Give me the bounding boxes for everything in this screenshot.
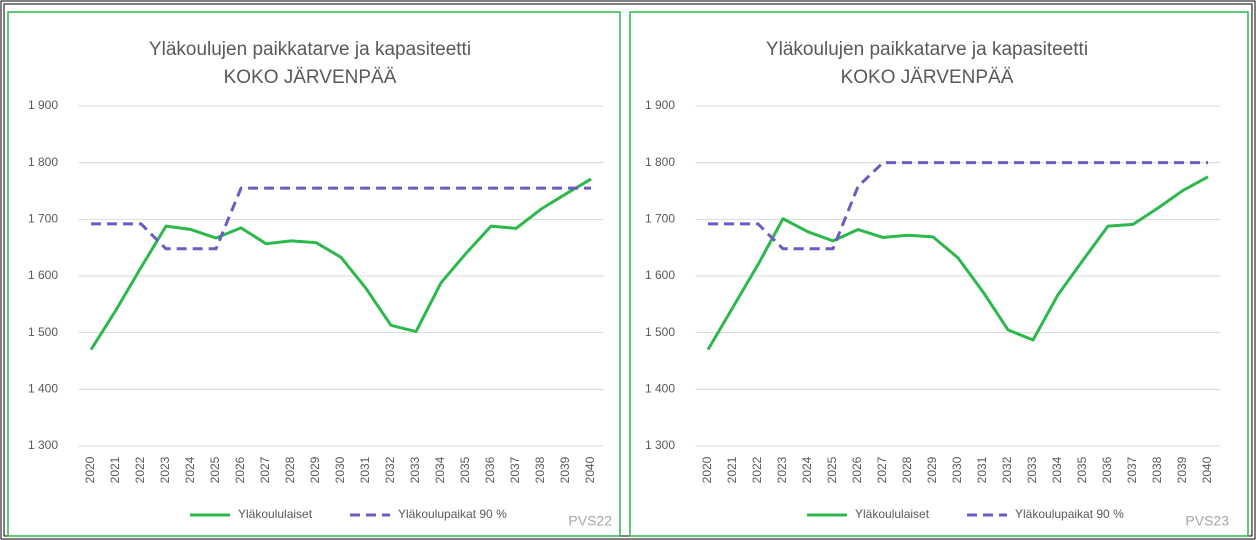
x-tick-label: 2032 [383, 456, 397, 483]
x-tick-label: 2023 [775, 456, 789, 483]
x-tick-label: 2037 [1125, 456, 1139, 483]
x-tick-label: 2024 [183, 456, 197, 483]
y-tick-label: 1 300 [28, 438, 58, 452]
x-tick-label: 2021 [725, 456, 739, 483]
x-tick-label: 2032 [1000, 456, 1014, 483]
outer-border-inner [3, 3, 1253, 537]
x-tick-label: 2038 [1150, 456, 1164, 483]
chart-title: Yläkoulujen paikkatarve ja kapasiteetti [766, 39, 1088, 60]
legend-label: Yläkoululaiset [855, 507, 930, 521]
data-line [91, 186, 591, 251]
x-tick-label: 2024 [800, 456, 814, 483]
x-tick-label: 2020 [83, 456, 97, 483]
chart-panel [629, 11, 1249, 537]
x-tick-label: 2033 [408, 456, 422, 483]
x-tick-label: 2040 [1200, 456, 1214, 483]
y-tick-label: 1 500 [28, 325, 58, 339]
x-tick-label: 2038 [533, 456, 547, 483]
x-tick-label: 2026 [850, 456, 864, 483]
y-tick-label: 1 700 [28, 212, 58, 226]
chart-subtitle: KOKO JÄRVENPÄÄ [841, 67, 1014, 88]
y-tick-label: 1 300 [645, 438, 675, 452]
y-tick-label: 1 900 [28, 98, 58, 112]
chart-subtitle: KOKO JÄRVENPÄÄ [224, 67, 397, 88]
x-tick-label: 2034 [433, 456, 447, 483]
x-tick-label: 2033 [1025, 456, 1039, 483]
x-tick-label: 2028 [283, 456, 297, 483]
chart-panel [7, 11, 621, 537]
x-tick-label: 2029 [925, 456, 939, 483]
y-tick-label: 1 800 [28, 155, 58, 169]
legend-label: Yläkoulupaikat 90 % [398, 507, 507, 521]
y-tick-label: 1 900 [645, 98, 675, 112]
x-tick-label: 2035 [458, 456, 472, 483]
y-tick-label: 1 600 [645, 268, 675, 282]
annotation: PVS22 [568, 513, 612, 529]
x-tick-label: 2027 [875, 456, 889, 483]
x-tick-label: 2022 [133, 456, 147, 483]
data-line [89, 177, 592, 351]
x-tick-label: 2031 [358, 456, 372, 483]
y-tick-label: 1 500 [645, 325, 675, 339]
x-tick-label: 2030 [333, 456, 347, 483]
y-tick-label: 1 700 [645, 212, 675, 226]
annotation: PVS23 [1185, 513, 1229, 529]
x-tick-label: 2025 [825, 456, 839, 483]
legend-label: Yläkoululaiset [238, 507, 313, 521]
x-tick-label: 2021 [108, 456, 122, 483]
x-tick-label: 2036 [483, 456, 497, 483]
x-tick-label: 2036 [1100, 456, 1114, 483]
x-tick-label: 2031 [975, 456, 989, 483]
x-tick-label: 2026 [233, 456, 247, 483]
y-tick-label: 1 800 [645, 155, 675, 169]
data-line [708, 161, 1208, 251]
x-tick-label: 2037 [508, 456, 522, 483]
y-tick-label: 1 400 [645, 382, 675, 396]
legend-label: Yläkoulupaikat 90 % [1015, 507, 1124, 521]
chart-title: Yläkoulujen paikkatarve ja kapasiteetti [149, 39, 471, 60]
x-tick-label: 2022 [750, 456, 764, 483]
x-tick-label: 2029 [308, 456, 322, 483]
x-tick-label: 2030 [950, 456, 964, 483]
x-tick-label: 2028 [900, 456, 914, 483]
x-tick-label: 2035 [1075, 456, 1089, 483]
x-tick-label: 2020 [700, 456, 714, 483]
x-tick-label: 2039 [1175, 456, 1189, 483]
x-tick-label: 2027 [258, 456, 272, 483]
y-tick-label: 1 600 [28, 268, 58, 282]
x-tick-label: 2034 [1050, 456, 1064, 483]
y-tick-label: 1 400 [28, 382, 58, 396]
data-line [706, 175, 1209, 351]
x-tick-label: 2039 [558, 456, 572, 483]
x-tick-label: 2025 [208, 456, 222, 483]
x-tick-label: 2023 [158, 456, 172, 483]
x-tick-label: 2040 [583, 456, 597, 483]
